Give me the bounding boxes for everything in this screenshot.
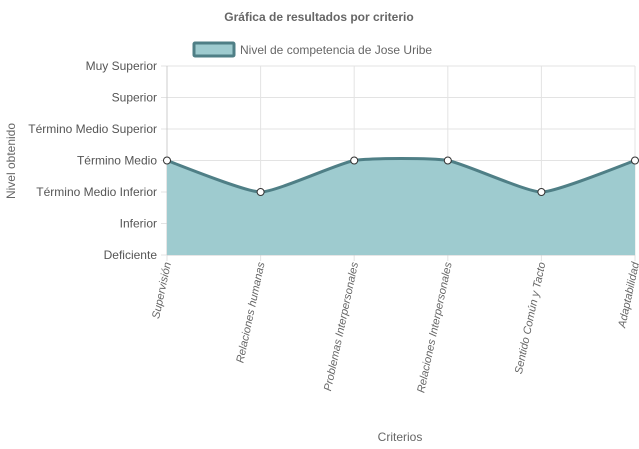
x-tick-label: Relaciones humanas bbox=[234, 261, 267, 364]
legend-label[interactable]: Nivel de competencia de Jose Uribe bbox=[240, 43, 432, 57]
y-tick-label: Inferior bbox=[120, 217, 157, 231]
x-tick-label: Problemas Interpersonales bbox=[322, 261, 361, 393]
series-line bbox=[166, 157, 636, 194]
x-tick-label: Supervisión bbox=[150, 261, 174, 320]
chart-title: Gráfica de resultados por criterio bbox=[224, 10, 413, 24]
data-point-2[interactable] bbox=[256, 188, 265, 196]
x-axis-title: Criterios bbox=[378, 430, 423, 444]
y-tick-label: Término Medio bbox=[77, 154, 157, 168]
series-area-fill bbox=[167, 158, 635, 255]
y-tick-label: Muy Superior bbox=[86, 59, 157, 73]
x-tick-label: Adaptabilidad bbox=[616, 260, 639, 330]
y-tick-label: Término Medio Superior bbox=[28, 122, 157, 136]
series-points bbox=[163, 156, 639, 196]
series-area bbox=[166, 157, 636, 255]
y-axis-ticks: Deficiente Inferior Término Medio Inferior… bbox=[28, 59, 157, 262]
x-tick-label: Sentido Común y Tacto bbox=[513, 261, 548, 375]
y-tick-label: Deficiente bbox=[104, 248, 158, 262]
data-point-4[interactable] bbox=[443, 156, 452, 165]
y-tick-label: Superior bbox=[112, 91, 157, 105]
data-point-5[interactable] bbox=[537, 188, 546, 196]
y-tick-label: Término Medio Inferior bbox=[36, 185, 157, 199]
data-point-3[interactable] bbox=[350, 156, 359, 165]
data-point-1[interactable] bbox=[163, 156, 171, 165]
y-axis-title: Nivel obtenido bbox=[4, 123, 18, 199]
legend-swatch[interactable] bbox=[192, 41, 236, 58]
x-tick-label: Relaciones Interpersonales bbox=[415, 261, 455, 394]
data-point-6[interactable] bbox=[631, 156, 639, 165]
x-axis-ticks: Supervisión Relaciones humanas Problemas I… bbox=[150, 260, 639, 394]
